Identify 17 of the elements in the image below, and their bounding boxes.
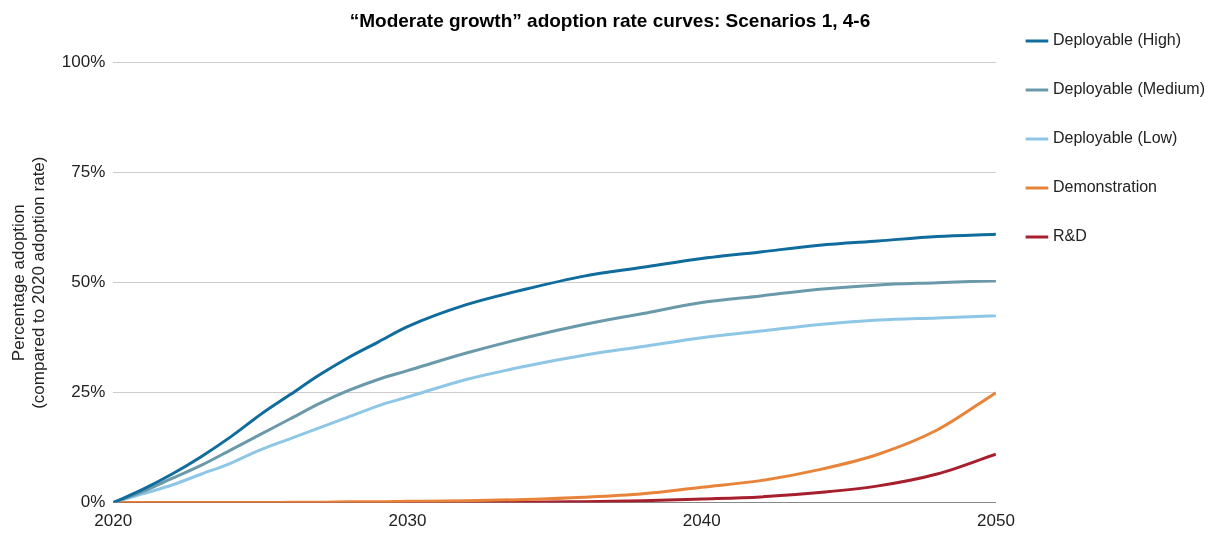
chart-title: “Moderate growth” adoption rate curves: Scenarios 1, 4-6 <box>349 9 871 31</box>
y-tick-label: 100% <box>61 52 106 72</box>
legend-label: Deployable (High) <box>1052 31 1181 49</box>
y-tick-label: 75% <box>71 162 106 182</box>
y-tick-label: 50% <box>71 272 106 292</box>
legend-label: Demonstration <box>1052 178 1157 196</box>
line-series <box>113 232 996 503</box>
x-tick-label: 2040 <box>682 511 721 531</box>
y-tick-label: 0% <box>80 492 106 512</box>
legend-label: Deployable (Low) <box>1052 129 1178 147</box>
legend-label: Deployable (Medium) <box>1052 80 1205 98</box>
x-tick-label: 2020 <box>94 511 133 531</box>
x-tick-label: 2050 <box>977 511 1015 531</box>
x-tick-label: 2030 <box>388 511 427 531</box>
y-tick-label: 25% <box>71 382 106 402</box>
y-axis-title: Percentage adoption (compared to 2020 adoption rate) <box>8 156 49 409</box>
legend-label: R&D <box>1052 227 1087 245</box>
